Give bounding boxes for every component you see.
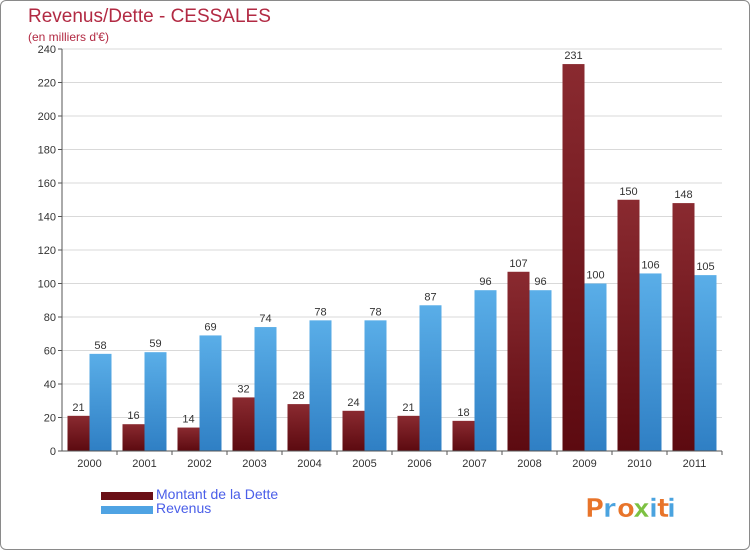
data-label-revenus: 78 bbox=[314, 306, 326, 318]
bar-debt bbox=[562, 64, 585, 451]
legend-swatch-revenus bbox=[101, 506, 153, 514]
data-label-revenus: 58 bbox=[94, 340, 106, 352]
data-label-debt: 150 bbox=[619, 186, 637, 198]
y-tick-label: 20 bbox=[44, 413, 56, 425]
x-tick-label: 2002 bbox=[187, 458, 211, 470]
x-tick-label: 2009 bbox=[572, 458, 596, 470]
y-tick-label: 240 bbox=[38, 44, 56, 56]
chart-title: Revenus/Dette - CESSALES bbox=[28, 6, 271, 27]
data-label-revenus: 69 bbox=[204, 321, 216, 333]
logo-letter: x bbox=[633, 494, 650, 524]
bar-revenus bbox=[419, 305, 442, 451]
bar-debt bbox=[342, 410, 365, 451]
bars-layer bbox=[67, 64, 717, 451]
bar-revenus bbox=[254, 327, 277, 451]
bar-revenus bbox=[364, 320, 387, 451]
data-label-debt: 231 bbox=[564, 50, 582, 62]
y-tick-label: 180 bbox=[38, 145, 56, 157]
bar-revenus bbox=[474, 290, 497, 451]
logo-letter: o bbox=[617, 494, 635, 524]
bar-debt bbox=[672, 203, 695, 451]
data-label-debt: 16 bbox=[127, 410, 139, 422]
x-tick-label: 2006 bbox=[407, 458, 431, 470]
data-label-revenus: 87 bbox=[424, 291, 436, 303]
logo-letter: i bbox=[649, 494, 658, 524]
y-tick-label: 60 bbox=[44, 346, 56, 358]
data-label-debt: 14 bbox=[182, 414, 194, 426]
x-tick-label: 2010 bbox=[627, 458, 651, 470]
data-label-debt: 148 bbox=[674, 189, 692, 201]
bar-revenus bbox=[639, 273, 662, 451]
data-label-debt: 18 bbox=[457, 407, 469, 419]
bar-debt bbox=[67, 415, 90, 451]
y-tick-label: 40 bbox=[44, 379, 56, 391]
labels-layer: 21 58 16 59 14 69 32 74 28 78 24 78 21 87 18 96 107 96 231… bbox=[72, 50, 714, 425]
data-label-revenus: 96 bbox=[534, 276, 546, 288]
chart-subtitle: (en milliers d'€) bbox=[28, 30, 109, 44]
x-tick-label: 2011 bbox=[683, 458, 707, 470]
x-tick-label: 2007 bbox=[462, 458, 486, 470]
proxiti-logo: Pr ox i ti bbox=[585, 494, 677, 525]
data-label-revenus: 78 bbox=[369, 306, 381, 318]
data-label-debt: 21 bbox=[72, 402, 84, 414]
x-tick-label: 2000 bbox=[77, 458, 101, 470]
data-label-revenus: 59 bbox=[149, 338, 161, 350]
x-tick-label: 2004 bbox=[297, 458, 321, 470]
x-tick-label: 2008 bbox=[517, 458, 541, 470]
bar-debt bbox=[122, 424, 145, 451]
bar-debt bbox=[232, 397, 255, 451]
logo-letter: P bbox=[585, 494, 604, 524]
bar-debt bbox=[177, 427, 200, 451]
axes-layer: 0 20 40 60 80 100 120 140 160 180 200 220 240 2000 200… bbox=[38, 44, 723, 470]
bar-revenus bbox=[89, 353, 112, 451]
x-tick-label: 2005 bbox=[352, 458, 376, 470]
legend-label-debt: Montant de la Dette bbox=[156, 486, 279, 502]
y-tick-label: 80 bbox=[44, 312, 56, 324]
y-tick-label: 220 bbox=[38, 78, 56, 90]
data-label-revenus: 100 bbox=[586, 270, 604, 282]
y-tick-label: 160 bbox=[38, 178, 56, 190]
x-tick-label: 2003 bbox=[242, 458, 266, 470]
y-tick-label: 100 bbox=[38, 279, 56, 291]
bar-revenus bbox=[584, 283, 607, 451]
bar-debt bbox=[617, 199, 640, 451]
data-label-debt: 32 bbox=[237, 383, 249, 395]
x-tick-label: 2001 bbox=[132, 458, 156, 470]
data-label-debt: 28 bbox=[292, 390, 304, 402]
data-label-revenus: 74 bbox=[259, 313, 271, 325]
bar-debt bbox=[507, 271, 530, 451]
y-tick-label: 140 bbox=[38, 212, 56, 224]
data-label-revenus: 106 bbox=[641, 259, 659, 271]
legend-label-revenus: Revenus bbox=[156, 500, 212, 516]
bar-revenus bbox=[199, 335, 222, 451]
logo-letter: i bbox=[667, 494, 676, 524]
logo-letter: t bbox=[657, 494, 669, 524]
grid-layer bbox=[62, 48, 722, 418]
data-label-debt: 107 bbox=[509, 258, 527, 270]
bar-revenus bbox=[144, 352, 167, 451]
bar-debt bbox=[287, 404, 310, 451]
bar-debt bbox=[452, 420, 475, 451]
bar-debt bbox=[397, 415, 420, 451]
data-label-debt: 21 bbox=[402, 402, 414, 414]
logo-letter: r bbox=[603, 494, 616, 524]
data-label-revenus: 105 bbox=[696, 261, 714, 273]
data-label-revenus: 96 bbox=[479, 276, 491, 288]
legend-swatch-debt bbox=[101, 492, 153, 500]
y-tick-label: 0 bbox=[50, 446, 56, 458]
bar-revenus bbox=[309, 320, 332, 451]
bar-revenus bbox=[529, 290, 552, 451]
y-tick-label: 120 bbox=[38, 245, 56, 257]
bar-revenus bbox=[694, 275, 717, 451]
data-label-debt: 24 bbox=[347, 397, 359, 409]
y-tick-label: 200 bbox=[38, 111, 56, 123]
